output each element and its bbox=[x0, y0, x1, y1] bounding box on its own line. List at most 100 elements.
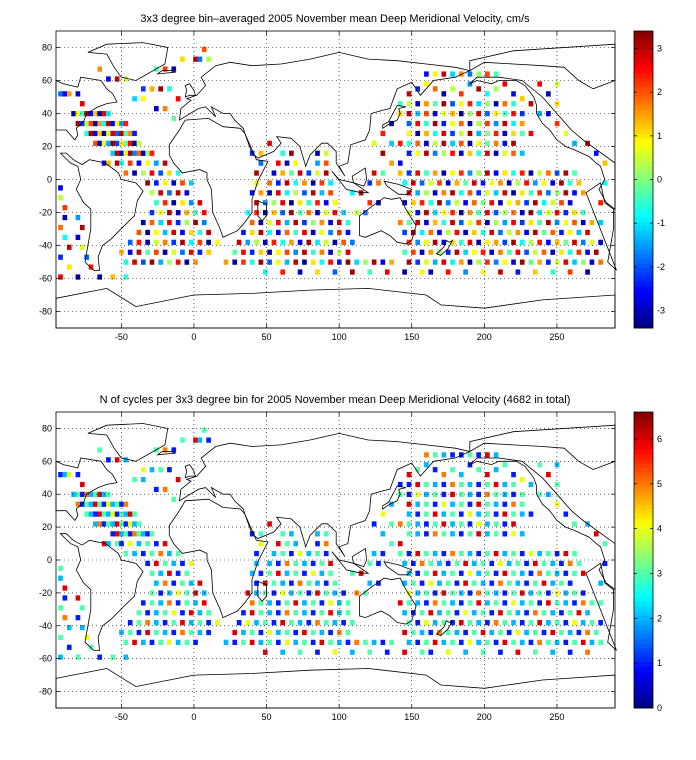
bin-cell bbox=[458, 150, 464, 156]
bin-cell bbox=[75, 214, 81, 221]
bin-cell bbox=[123, 550, 129, 557]
bin-cell bbox=[402, 229, 407, 236]
bin-cell bbox=[275, 610, 281, 616]
bin-cell bbox=[167, 639, 172, 645]
bin-cell bbox=[293, 610, 299, 616]
bin-cell bbox=[180, 560, 185, 567]
colorbar-swatch bbox=[634, 444, 653, 450]
bin-cell bbox=[367, 560, 373, 567]
colorbar-swatch bbox=[634, 207, 653, 213]
bin-cell bbox=[302, 180, 307, 186]
bin-cell bbox=[249, 629, 255, 636]
bin-cell bbox=[585, 249, 590, 255]
bin-cell bbox=[480, 629, 486, 636]
bin-cell bbox=[389, 521, 394, 527]
bin-cell bbox=[193, 210, 198, 216]
bin-cell bbox=[332, 620, 338, 626]
bin-cell bbox=[123, 120, 129, 127]
bin-cell bbox=[485, 259, 490, 265]
bin-cell bbox=[450, 521, 455, 527]
bin-cell bbox=[493, 101, 499, 107]
bin-cell bbox=[232, 259, 238, 265]
bin-cell bbox=[123, 140, 129, 146]
bin-cell bbox=[445, 249, 451, 255]
colorbar-swatch bbox=[634, 133, 653, 139]
coastline bbox=[257, 580, 267, 602]
bin-cell bbox=[249, 639, 255, 645]
bin-cell bbox=[445, 649, 451, 655]
colorbar-tick-label: -2 bbox=[657, 262, 665, 272]
bin-cell bbox=[171, 580, 177, 586]
bin-cell bbox=[389, 160, 394, 166]
bin-cell bbox=[145, 239, 150, 245]
bin-cell bbox=[267, 629, 272, 636]
bin-cell bbox=[167, 570, 172, 576]
bin-cell bbox=[415, 86, 421, 92]
bin-cell bbox=[489, 610, 495, 616]
bin-cell bbox=[437, 249, 442, 255]
bin-cell bbox=[519, 570, 525, 576]
bin-cell bbox=[502, 639, 508, 645]
colorbar-swatch bbox=[634, 49, 653, 55]
bin-cell bbox=[546, 219, 551, 226]
bin-cell bbox=[167, 190, 172, 196]
bin-cell bbox=[245, 239, 251, 245]
colorbar-swatch bbox=[634, 569, 653, 575]
bin-cell bbox=[476, 259, 481, 265]
bin-cell bbox=[467, 491, 473, 497]
bin-cell bbox=[323, 210, 329, 216]
bin-cell bbox=[572, 170, 577, 176]
colorbar-tick-label: 1 bbox=[657, 658, 662, 668]
bin-cell bbox=[136, 620, 142, 626]
bin-cell bbox=[476, 467, 481, 473]
x-tick-label: -50 bbox=[115, 332, 128, 342]
bin-cell bbox=[546, 239, 551, 245]
bin-cell bbox=[328, 249, 333, 255]
bin-cell bbox=[502, 259, 508, 265]
bin-cell bbox=[441, 452, 447, 458]
bin-cell bbox=[567, 249, 573, 255]
bin-cell bbox=[297, 620, 303, 626]
bin-cell bbox=[136, 249, 142, 255]
bin-cell bbox=[458, 170, 464, 176]
colorbar-tick-label: 1 bbox=[657, 131, 662, 141]
bin-cell bbox=[180, 620, 185, 626]
bin-cell bbox=[62, 234, 68, 241]
bin-cell bbox=[167, 590, 172, 596]
bin-cell bbox=[136, 541, 142, 547]
bin-cell bbox=[280, 150, 285, 156]
bin-cell bbox=[546, 472, 551, 478]
bin-cell bbox=[454, 560, 460, 567]
bin-cell bbox=[406, 521, 412, 527]
bin-cell bbox=[450, 570, 455, 576]
bin-cell bbox=[424, 130, 429, 137]
bin-cell bbox=[254, 200, 259, 206]
bin-cell bbox=[245, 590, 251, 596]
x-tick-label: 100 bbox=[332, 332, 347, 342]
bin-cell bbox=[563, 511, 569, 517]
bin-cell bbox=[275, 560, 281, 567]
bin-cell bbox=[101, 160, 107, 166]
bin-cell bbox=[184, 190, 190, 196]
bin-cell bbox=[289, 150, 294, 156]
bin-cell bbox=[567, 560, 573, 567]
bin-cell bbox=[406, 120, 412, 127]
bin-cell bbox=[306, 239, 312, 245]
bin-cell bbox=[254, 550, 259, 557]
bin-cell bbox=[154, 620, 159, 626]
bin-cell bbox=[184, 600, 190, 606]
bin-cell bbox=[389, 259, 394, 265]
bin-cell bbox=[106, 541, 111, 547]
bin-cell bbox=[415, 639, 421, 645]
colorbar-swatch bbox=[634, 666, 653, 672]
bin-cell bbox=[332, 239, 338, 245]
bin-cell bbox=[193, 219, 198, 226]
bin-cell bbox=[454, 580, 460, 586]
y-tick-label: -60 bbox=[39, 274, 52, 284]
bin-cell bbox=[437, 229, 442, 236]
bin-cell bbox=[424, 639, 429, 645]
bin-cell bbox=[458, 511, 464, 517]
bin-cell bbox=[589, 259, 595, 265]
bin-cell bbox=[345, 629, 351, 636]
bin-cell bbox=[106, 521, 111, 527]
